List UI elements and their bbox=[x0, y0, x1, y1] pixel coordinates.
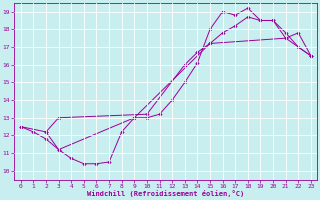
X-axis label: Windchill (Refroidissement éolien,°C): Windchill (Refroidissement éolien,°C) bbox=[87, 190, 244, 197]
